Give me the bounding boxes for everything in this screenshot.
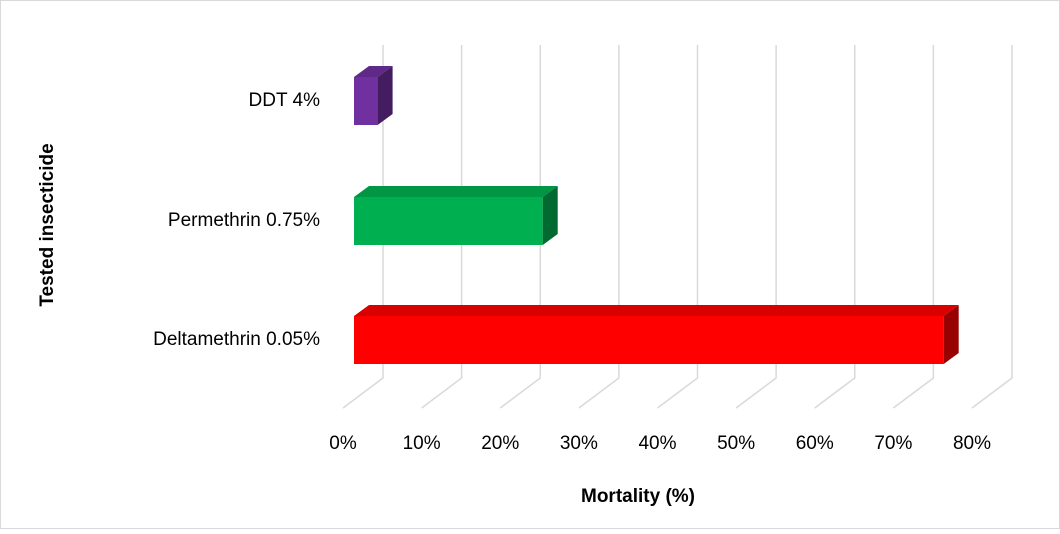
x-tick-label: 30% (560, 433, 598, 454)
grid-line (421, 45, 463, 409)
x-axis-title: Mortality (%) (581, 486, 695, 507)
bar-side (377, 66, 393, 125)
grid-line (971, 45, 1013, 409)
x-tick-label: 70% (874, 433, 912, 454)
bar-side (943, 305, 959, 364)
grid-line (499, 45, 541, 409)
y-tick-label: DDT 4% (249, 90, 321, 111)
grid-line (735, 45, 777, 409)
bar (354, 197, 543, 245)
x-tick-label: 80% (953, 433, 991, 454)
bar (354, 77, 378, 125)
y-tick-label: Permethrin 0.75% (168, 210, 320, 231)
grid-line (892, 45, 935, 409)
bar-top (354, 186, 558, 197)
bar-top (354, 66, 393, 77)
x-tick-label: 0% (329, 433, 357, 454)
y-tick-label: Deltamethrin 0.05% (153, 329, 320, 350)
x-tick-label: 50% (717, 433, 755, 454)
grid-line (814, 45, 856, 409)
bar-top (354, 305, 959, 316)
grid-line (657, 45, 699, 409)
x-tick-label: 40% (638, 433, 676, 454)
grid-line (578, 45, 620, 409)
bar (354, 316, 944, 364)
x-tick-label: 20% (481, 433, 519, 454)
y-axis-title: Tested insecticide (37, 143, 58, 306)
grid-line (342, 45, 384, 409)
x-tick-label: 10% (403, 433, 441, 454)
x-tick-label: 60% (796, 433, 834, 454)
bar-side (542, 186, 558, 245)
